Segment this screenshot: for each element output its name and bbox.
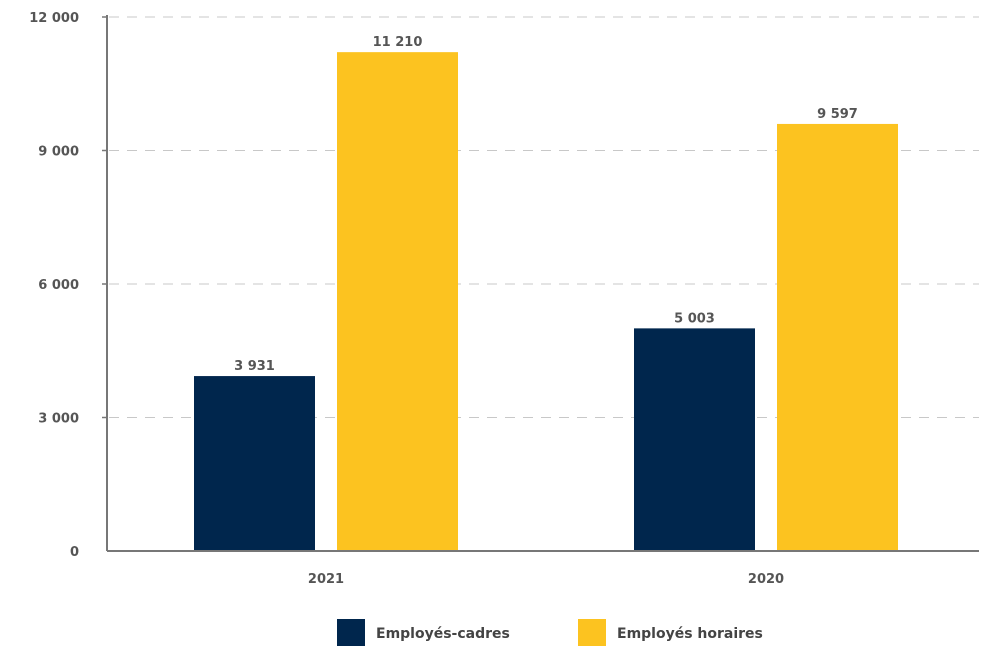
legend-label-0: Employés-cadres <box>376 626 510 642</box>
y-tick-label-4: 12 000 <box>29 11 79 26</box>
bars <box>194 52 898 551</box>
data-label-2020-series-1: 9 597 <box>817 107 858 122</box>
y-tick-label-2: 6 000 <box>38 278 79 293</box>
y-tick-label-1: 3 000 <box>38 412 79 427</box>
data-labels: 3 931 11 210 5 003 9 597 <box>234 35 858 374</box>
legend-label-1: Employés horaires <box>617 626 763 642</box>
x-tick-label-0: 2021 <box>308 572 344 587</box>
axes <box>106 15 979 552</box>
x-tick-labels: 2021 2020 <box>308 572 784 587</box>
legend: Employés-cadres Employés horaires <box>337 619 763 646</box>
bar-2020-series-0 <box>634 328 755 551</box>
data-label-2020-series-0: 5 003 <box>674 311 715 326</box>
data-label-2021-series-0: 3 931 <box>234 359 275 374</box>
y-tick-label-0: 0 <box>70 545 79 560</box>
legend-swatch-0 <box>337 619 365 646</box>
y-tick-labels: 0 3 000 6 000 9 000 12 000 <box>29 11 79 560</box>
bar-2021-series-1 <box>337 52 458 551</box>
bar-2021-series-0 <box>194 376 315 551</box>
x-tick-label-1: 2020 <box>748 572 784 587</box>
legend-swatch-1 <box>578 619 606 646</box>
bar-2020-series-1 <box>777 123 898 551</box>
data-label-2021-series-1: 11 210 <box>373 35 423 50</box>
y-tick-label-3: 9 000 <box>38 145 79 160</box>
